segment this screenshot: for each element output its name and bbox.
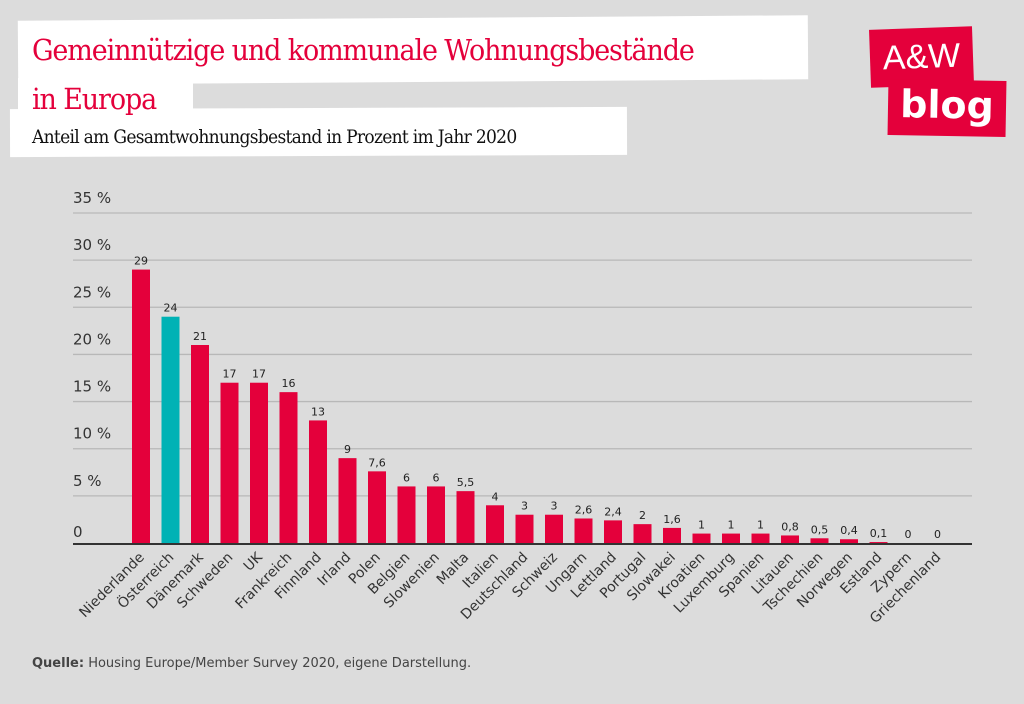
bar-österreich — [161, 316, 180, 543]
data-label: 17 — [223, 368, 237, 381]
y-tick-label: 20 % — [73, 330, 111, 348]
bar-italien — [486, 505, 504, 543]
data-label: 0 — [934, 528, 941, 541]
data-label: 1 — [757, 519, 764, 532]
bar-dänemark — [191, 345, 209, 543]
x-tick-label: Irland — [315, 550, 355, 590]
bar-norwegen — [840, 539, 858, 543]
data-label: 0,5 — [811, 523, 829, 536]
data-label: 0,8 — [781, 520, 799, 533]
bar-schweiz — [545, 514, 563, 543]
bar-frankreich — [279, 392, 298, 543]
source-note: Quelle: Housing Europe/Member Survey 202… — [32, 656, 471, 671]
source-text: Housing Europe/Member Survey 2020, eigen… — [84, 656, 472, 671]
bar-spanien — [751, 533, 770, 543]
data-label: 24 — [164, 302, 178, 315]
data-label: 1 — [728, 519, 735, 532]
data-label: 1 — [698, 519, 705, 532]
bar-finnland — [309, 420, 327, 543]
y-tick-label: 0 — [73, 523, 83, 541]
bar-irland — [338, 458, 357, 543]
bar-niederlande — [132, 269, 150, 543]
y-tick-label: 35 % — [73, 189, 111, 207]
bar-ungarn — [574, 518, 593, 543]
bar-polen — [368, 471, 386, 543]
title-line-2: in Europa — [32, 82, 157, 116]
data-label: 6 — [433, 471, 440, 484]
data-label: 2,6 — [575, 503, 593, 516]
bar-malta — [456, 491, 475, 543]
bar-tschechien — [810, 538, 829, 543]
bar-portugal — [633, 524, 652, 543]
bar-litauen — [781, 535, 799, 543]
bar-uk — [250, 382, 268, 543]
source-label: Quelle: — [32, 656, 85, 671]
bar-estland — [869, 542, 888, 543]
data-label: 29 — [134, 255, 148, 268]
bar-belgien — [397, 486, 416, 543]
y-tick-label: 25 % — [73, 283, 111, 301]
data-label: 17 — [252, 368, 266, 381]
data-label: 1,6 — [663, 513, 681, 526]
data-label: 2 — [639, 509, 646, 522]
data-label: 21 — [193, 330, 207, 343]
bar-slowakei — [663, 527, 681, 543]
data-label: 6 — [403, 471, 410, 484]
data-label: 7,6 — [368, 456, 386, 469]
data-label: 4 — [492, 490, 499, 503]
data-label: 3 — [551, 500, 558, 513]
data-label: 9 — [344, 443, 351, 456]
title-line-1: Gemeinnützige und kommunale Wohnungsbest… — [32, 33, 695, 67]
data-label: 13 — [311, 405, 325, 418]
y-tick-label: 15 % — [73, 378, 111, 396]
bar-deutschland — [515, 514, 534, 543]
data-label: 16 — [282, 377, 296, 390]
y-tick-label: 5 % — [73, 472, 102, 490]
data-label: 3 — [521, 500, 528, 513]
y-tick-label: 30 % — [73, 236, 111, 254]
data-label: 0 — [905, 528, 912, 541]
bar-schweden — [220, 382, 239, 543]
bar-luxemburg — [722, 533, 740, 543]
data-label: 0,1 — [870, 527, 888, 540]
bar-slowenien — [427, 486, 445, 543]
y-tick-label: 10 % — [73, 425, 111, 443]
data-label: 0,4 — [840, 524, 858, 537]
bar-kroatien — [692, 533, 711, 543]
chart-subtitle: Anteil am Gesamtwohnungsbestand in Proze… — [32, 126, 517, 148]
chart-title: Gemeinnützige und kommunale Wohnungsbest… — [32, 26, 804, 124]
data-label: 5,5 — [457, 476, 475, 489]
data-label: 2,4 — [604, 505, 622, 518]
bar-lettland — [604, 520, 622, 543]
